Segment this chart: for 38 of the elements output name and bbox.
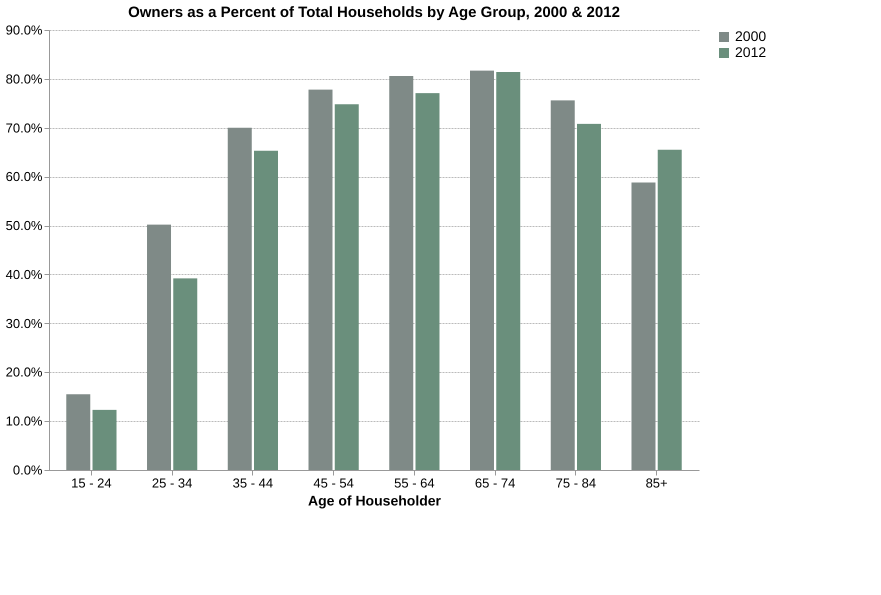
x-tick-label: 65 - 74 [474,476,516,490]
bar [470,70,494,470]
x-tick-label: 25 - 34 [152,476,192,490]
y-tick-label: 70.0% [6,120,43,136]
bar [576,124,601,470]
x-tick-label: 35 - 44 [232,476,274,490]
y-tick-label: 80.0% [6,71,43,86]
bar [254,150,278,470]
bar [92,410,117,470]
bar [631,182,656,470]
x-tick-label: 75 - 84 [556,476,596,490]
bar [658,150,682,470]
x-axis-title: Age of Householder [308,492,442,508]
bar [147,224,172,470]
chart-title: Owners as a Percent of Total Households by Age Group, 2000 & 2012 [128,4,620,21]
y-tick-label: 30.0% [6,316,43,331]
y-tick-label: 0.0% [12,462,43,478]
bar [415,93,440,470]
y-tick-label: 10.0% [6,414,43,429]
y-tick-label: 40.0% [6,266,43,282]
y-tick-label: 90.0% [6,22,43,38]
bar [550,100,575,470]
bar [66,394,90,470]
x-tick-label: 15 - 24 [71,476,112,490]
bar [308,90,333,470]
bar [389,76,414,470]
x-tick-label: 45 - 54 [313,476,354,490]
bar [173,278,198,470]
legend-label: 2000 [735,28,766,44]
legend-label: 2012 [735,44,766,60]
bar [496,72,520,470]
y-tick-label: 20.0% [6,364,43,380]
y-tick-label: 60.0% [6,169,43,184]
bar [228,128,252,470]
bar [334,104,359,470]
x-tick-label: 85+ [646,476,668,490]
x-tick-label: 55 - 64 [394,476,435,490]
y-tick-label: 50.0% [6,218,43,234]
